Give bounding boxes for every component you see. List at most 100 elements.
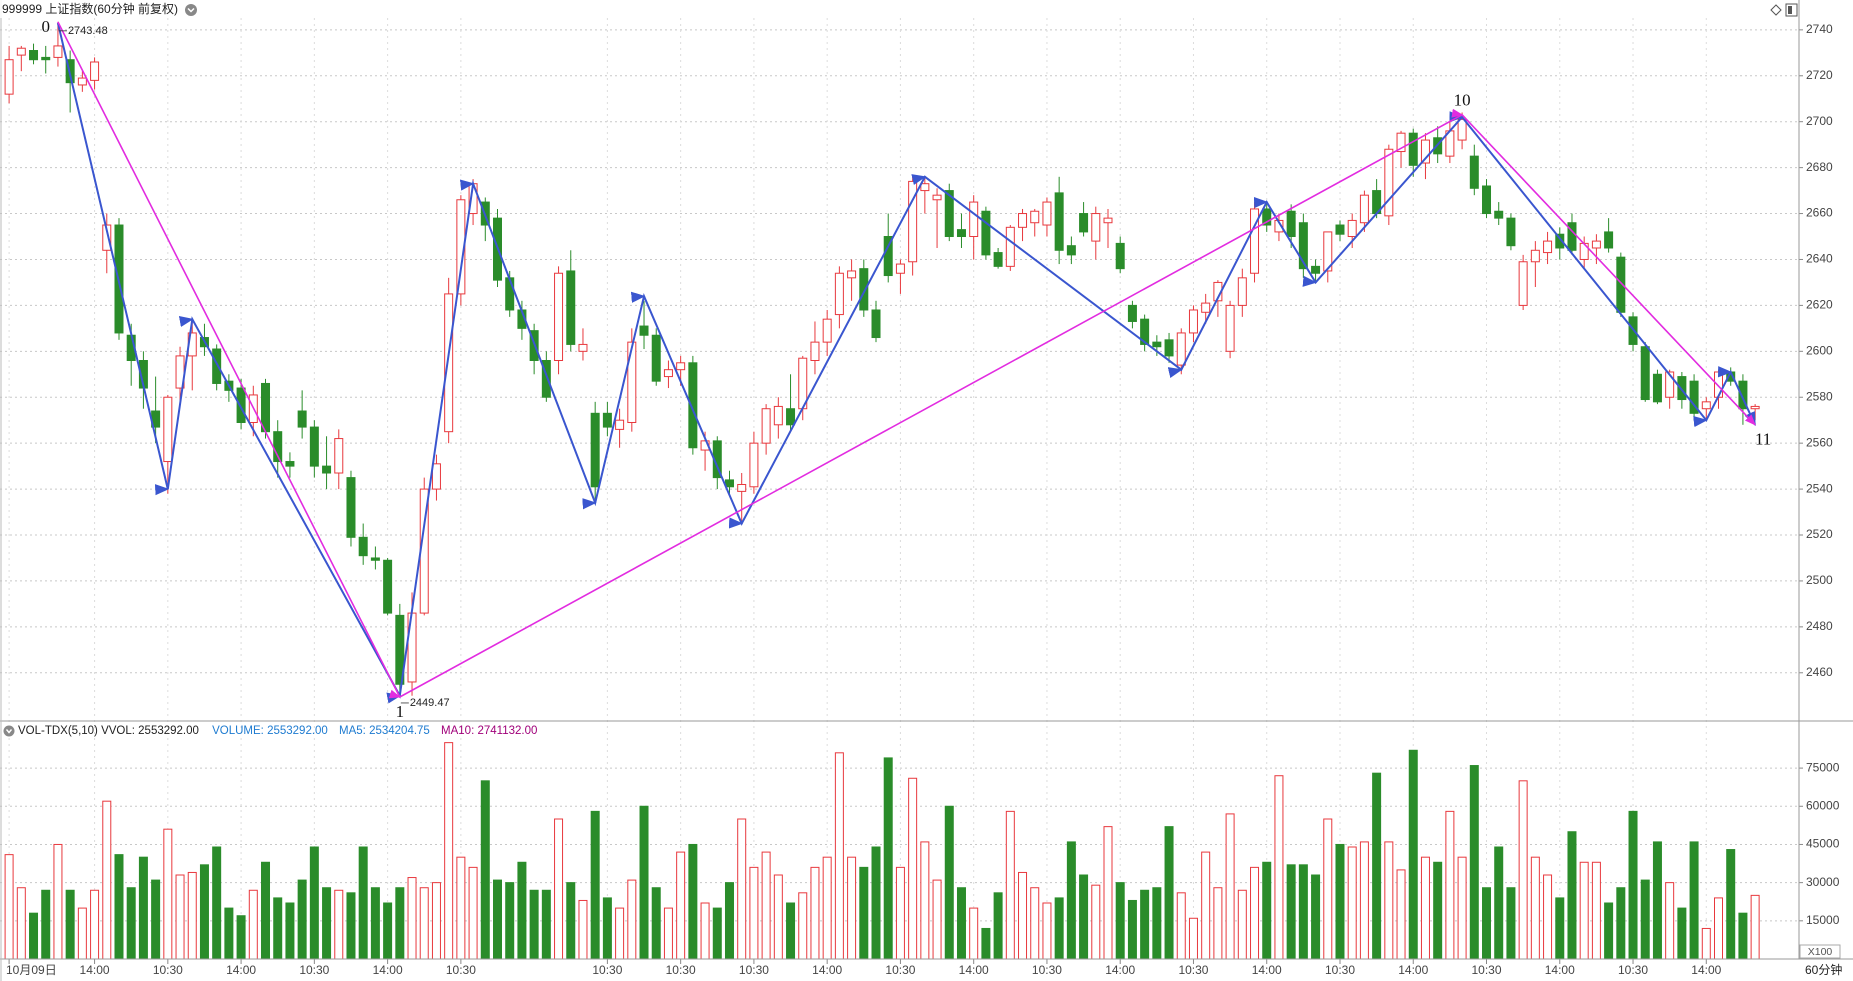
y-tick-label: 75000 — [1806, 760, 1840, 774]
candle-body — [1604, 231, 1614, 249]
y-tick-label: 2520 — [1806, 527, 1833, 541]
x-tick-label: 10:30 — [1032, 963, 1062, 977]
volume-bar — [419, 887, 429, 960]
candle-body — [334, 438, 344, 474]
candle-body — [1640, 346, 1650, 401]
candle-body — [346, 477, 356, 538]
volume-bar — [1127, 899, 1137, 960]
candle-body — [1237, 277, 1247, 306]
candle-body — [602, 412, 612, 428]
candle-body — [724, 479, 734, 488]
y-tick-label: 60000 — [1806, 798, 1840, 812]
candle-body — [370, 557, 380, 561]
x-tick-label: 14:00 — [80, 963, 110, 977]
candle-body — [1335, 224, 1345, 235]
volume-bar — [700, 902, 710, 960]
volume-bar — [590, 810, 600, 960]
volume-bar — [29, 912, 39, 960]
volume-bar — [1005, 810, 1015, 960]
x-tick-label: 14:00 — [1545, 963, 1575, 977]
volume-bar — [1677, 907, 1687, 960]
x-tick-label: 14:00 — [1398, 963, 1428, 977]
candle-body — [663, 369, 673, 378]
candle-body — [1127, 304, 1137, 322]
volume-bar — [810, 866, 820, 960]
volume-bar — [517, 861, 527, 960]
candle-body — [773, 405, 783, 426]
volume-bar — [212, 846, 222, 960]
candle-body — [431, 463, 441, 490]
volume-bar — [505, 882, 515, 960]
volume-bar — [1579, 861, 1589, 960]
candle-body — [1066, 245, 1076, 256]
volume-bar — [468, 866, 478, 960]
window-icon[interactable] — [1785, 3, 1798, 17]
volume-bar — [138, 856, 148, 960]
volume-bar — [1213, 887, 1223, 960]
candle-body — [566, 270, 576, 345]
volume-bar — [1689, 841, 1699, 960]
candle-body — [1005, 226, 1015, 267]
candle-body — [969, 201, 979, 238]
candle-body — [1152, 341, 1162, 348]
volume-bar — [615, 907, 625, 960]
draw-icon[interactable] — [1770, 4, 1782, 16]
candle-body — [236, 387, 246, 423]
candle-body — [554, 272, 564, 361]
y-tick-label: 45000 — [1806, 837, 1840, 851]
volume-bar — [1482, 887, 1492, 960]
high-price-label: 2743.48 — [68, 25, 108, 37]
volume-bar — [1469, 765, 1479, 960]
volume-bar — [297, 879, 307, 960]
candle-body — [1482, 185, 1492, 215]
volume-bar — [1237, 889, 1247, 960]
volume-bar — [1530, 856, 1540, 960]
candle-body — [1591, 240, 1601, 249]
x-tick-label: 10:30 — [299, 963, 329, 977]
menu-icon-arrow — [187, 7, 195, 13]
volume-bar — [358, 846, 368, 960]
candle-body — [41, 56, 51, 61]
volume-bar — [90, 889, 100, 960]
candle-body — [1384, 148, 1394, 217]
volume-bar — [1750, 894, 1760, 960]
volume-bar — [1079, 874, 1089, 960]
volume-bar — [749, 866, 759, 960]
candle-body — [1176, 332, 1186, 366]
x-tick-label: 14:00 — [959, 963, 989, 977]
candle-body — [1042, 201, 1052, 226]
volume-bar — [786, 902, 796, 960]
x-tick-label: 10:30 — [885, 963, 915, 977]
candle-body — [1457, 118, 1467, 141]
candle-body — [16, 47, 26, 56]
candle-body — [1701, 401, 1711, 410]
candle-body — [1188, 309, 1198, 334]
header-bg — [0, 0, 200, 18]
volume-bar — [1286, 864, 1296, 960]
candle-body — [749, 442, 759, 488]
volume-bar — [1152, 887, 1162, 960]
volume-indicator: MA10: 2741132.00 — [441, 725, 537, 737]
volume-bar — [871, 846, 881, 960]
wave-line — [57, 21, 1756, 699]
volume-bar — [834, 752, 844, 960]
candle-body — [1567, 222, 1577, 251]
volume-indicator: VOLUME: 2553292.00 — [212, 725, 328, 737]
vol-menu-icon[interactable] — [3, 725, 15, 737]
menu-icon[interactable] — [185, 4, 197, 16]
volume-bar — [65, 889, 75, 960]
volume-bar — [981, 927, 991, 960]
volume-bar — [1567, 831, 1577, 960]
volume-bar — [1445, 810, 1455, 960]
volume-title: VOL-TDX(5,10) VVOL: 2553292.00 — [18, 725, 199, 737]
volume-bar — [712, 907, 722, 960]
volume-bar — [688, 843, 698, 960]
volume-bar — [993, 892, 1003, 960]
candle-body — [1103, 217, 1113, 224]
volume-bar — [932, 879, 942, 960]
volume-bar — [602, 897, 612, 960]
candle-body — [1030, 210, 1040, 224]
candle-body — [822, 318, 832, 343]
